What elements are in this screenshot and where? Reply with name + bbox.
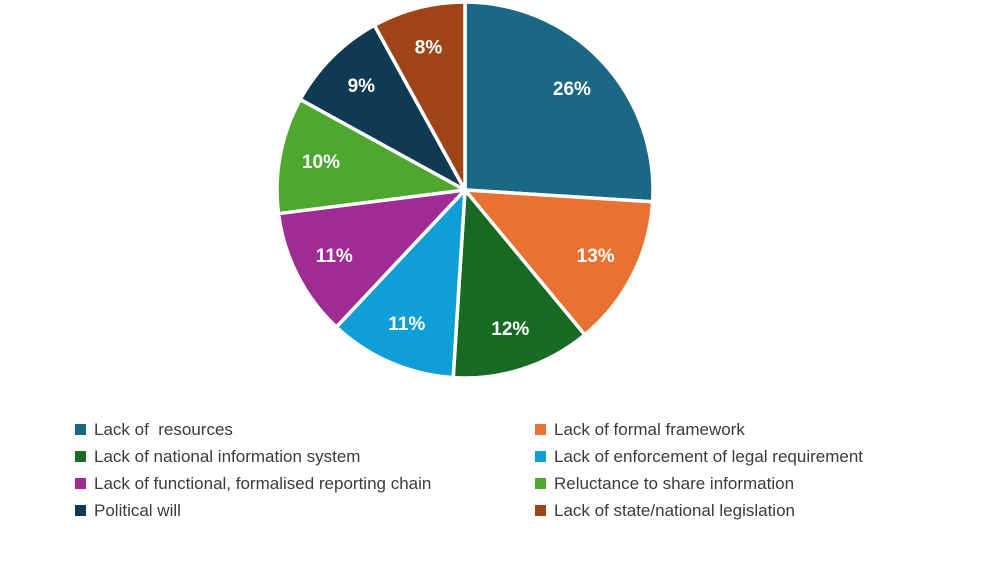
pie-slice-4 bbox=[334, 188, 467, 380]
legend-swatch-icon bbox=[535, 424, 546, 435]
legend-item-2: Lack of formal framework bbox=[535, 420, 920, 439]
legend-label: Lack of formal framework bbox=[554, 420, 745, 439]
legend-item-3: Lack of national information system bbox=[75, 447, 535, 466]
legend-label: Reluctance to share information bbox=[554, 474, 795, 493]
legend-label: Lack of functional, formalised reporting… bbox=[94, 474, 432, 493]
pie-chart-svg: 26% 13% 12% 11% 11% 10% 9% 8% bbox=[275, 0, 655, 380]
legend-label: Lack of state/national legislation bbox=[554, 501, 795, 520]
chart-legend: Lack of resources Lack of formal framewor… bbox=[75, 420, 920, 520]
legend-label: Lack of resources bbox=[94, 420, 233, 439]
legend-item-6: Reluctance to share information bbox=[535, 474, 920, 493]
legend-swatch-icon bbox=[535, 451, 546, 462]
pie-data-label-6: 10% bbox=[302, 152, 340, 173]
legend-item-1: Lack of resources bbox=[75, 420, 535, 439]
legend-item-4: Lack of enforcement of legal requirement bbox=[535, 447, 920, 466]
legend-item-7: Political will bbox=[75, 501, 535, 520]
legend-swatch-icon bbox=[535, 505, 546, 516]
legend-swatch-icon bbox=[75, 424, 86, 435]
legend-label: Lack of enforcement of legal requirement bbox=[554, 447, 864, 466]
legend-swatch-icon bbox=[535, 478, 546, 489]
legend-label: Political will bbox=[94, 501, 181, 520]
legend-swatch-icon bbox=[75, 478, 86, 489]
pie-slice-8 bbox=[372, 0, 467, 192]
pie-data-label-7: 9% bbox=[348, 76, 376, 97]
pie-data-label-4: 11% bbox=[388, 314, 425, 335]
pie-data-label-3: 12% bbox=[491, 319, 529, 340]
legend-swatch-icon bbox=[75, 451, 86, 462]
pie-data-label-1: 26% bbox=[553, 79, 591, 100]
legend-item-8: Lack of state/national legislation bbox=[535, 501, 920, 520]
pie-slice-6 bbox=[275, 97, 467, 216]
pie-slice-1 bbox=[463, 0, 655, 204]
pie-slice-7 bbox=[298, 23, 467, 192]
pie-data-label-8: 8% bbox=[415, 38, 443, 59]
legend-item-5: Lack of functional, formalised reporting… bbox=[75, 474, 535, 493]
pie-slice-3 bbox=[451, 188, 587, 380]
pie-slice-2 bbox=[463, 188, 655, 337]
pie-data-label-5: 11% bbox=[316, 246, 353, 267]
pie-data-label-2: 13% bbox=[577, 246, 615, 267]
legend-swatch-icon bbox=[75, 505, 86, 516]
pie-slice-5 bbox=[276, 188, 467, 329]
legend-label: Lack of national information system bbox=[94, 447, 361, 466]
pie-chart: 26% 13% 12% 11% 11% 10% 9% 8% bbox=[265, 0, 665, 390]
